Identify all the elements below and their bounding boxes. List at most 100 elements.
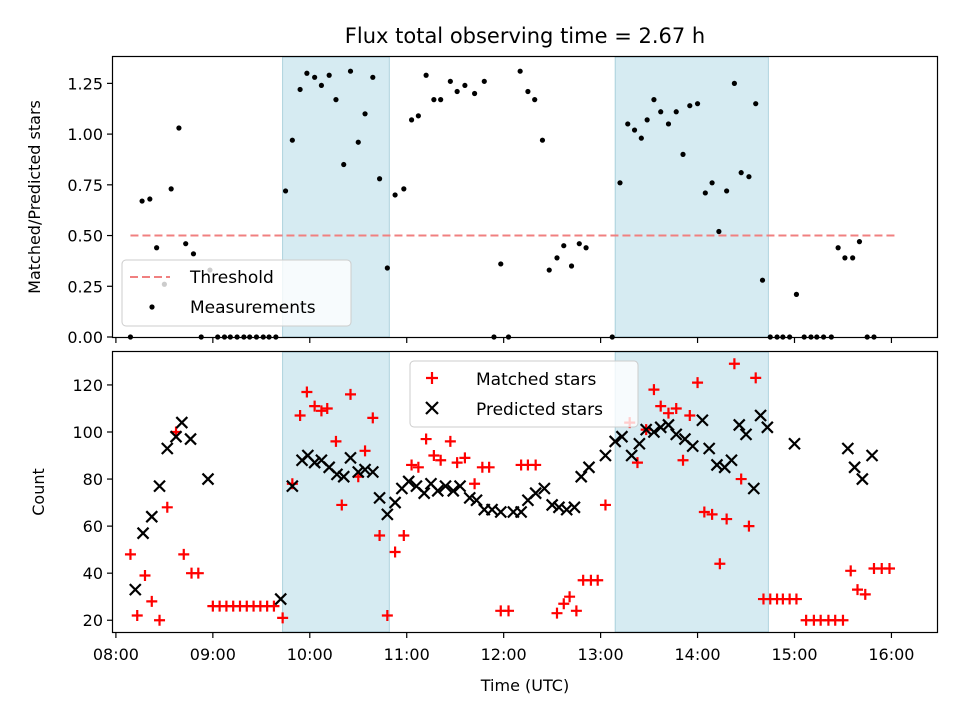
measurement-point	[539, 137, 546, 143]
measurement-point	[753, 101, 759, 107]
measurement-point	[415, 113, 421, 119]
measurement-point	[673, 109, 679, 115]
measurement-point	[139, 198, 145, 204]
legend-matched-label: Matched stars	[476, 370, 596, 390]
measurement-point	[154, 245, 160, 251]
matched-star-point	[706, 508, 718, 520]
measurement-point	[304, 70, 310, 76]
bottom-observing-windows	[282, 351, 769, 633]
predicted-star-point	[453, 479, 467, 493]
x-tick-label: 15:00	[771, 645, 817, 664]
matched-star-point	[428, 450, 440, 462]
measurement-point	[333, 97, 339, 103]
matched-star-point	[336, 499, 348, 511]
predicted-star-point	[754, 409, 767, 422]
measurement-point	[147, 196, 153, 202]
legend-predicted-swatch	[425, 401, 439, 415]
legend-matched-swatch	[426, 372, 438, 384]
predicted-star-point	[145, 510, 159, 523]
matched-star-point	[837, 614, 849, 626]
predicted-star-point	[552, 501, 566, 514]
predicted-star-point	[647, 425, 661, 439]
observing-window-2	[614, 56, 769, 338]
measurement-point	[687, 103, 693, 109]
predicted-star-points	[129, 409, 879, 606]
matched-star-point	[406, 459, 418, 471]
matched-star-point	[714, 558, 726, 570]
matched-star-point	[154, 614, 166, 626]
x-tick-label: 13:00	[578, 645, 624, 664]
ratio-panel: Flux total observing time = 2.67 h 0.000…	[25, 24, 939, 347]
matched-star-point	[268, 600, 280, 612]
measurement-point	[471, 90, 478, 97]
y-tick-label: 60	[83, 517, 103, 536]
matched-star-point	[570, 605, 582, 617]
x-axis-label: Time (UTC)	[480, 676, 569, 695]
measurement-point	[842, 255, 848, 261]
measurement-point	[297, 86, 303, 93]
predicted-star-point	[129, 583, 142, 596]
measurement-point	[568, 263, 575, 269]
matched-star-point	[883, 562, 895, 574]
bottom-x-axis-ticks: 08:00 09:00 10:00 11:00 12:00 13:00 14:00 15:00…	[93, 632, 914, 664]
predicted-star-point	[865, 449, 879, 462]
predicted-star-point	[747, 482, 761, 495]
predicted-star-point	[402, 475, 415, 488]
legend-measurements-label: Measurements	[190, 298, 316, 318]
matched-star-point	[178, 548, 190, 560]
matched-star-point	[301, 386, 313, 398]
predicted-star-point	[625, 449, 638, 462]
measurement-point	[462, 82, 468, 89]
matched-star-point	[309, 400, 321, 412]
matched-star-points	[124, 358, 895, 626]
matched-star-point	[592, 574, 604, 586]
predicted-star-point	[633, 437, 646, 451]
predicted-star-point	[274, 592, 287, 606]
matched-star-point	[374, 530, 386, 542]
matched-star-point	[294, 410, 306, 422]
measurement-point	[355, 139, 361, 145]
predicted-star-point	[662, 418, 675, 432]
measurement-point	[651, 97, 657, 103]
measurement-point	[617, 180, 623, 186]
predicted-star-point	[841, 442, 855, 455]
measurement-point	[454, 88, 460, 95]
matched-star-point	[735, 473, 747, 485]
predicted-star-point	[639, 423, 653, 436]
legend-measurements-swatch	[149, 304, 155, 310]
matched-star-point	[684, 410, 696, 422]
matched-star-point	[444, 435, 456, 447]
measurement-point	[183, 241, 189, 247]
predicted-star-point	[136, 526, 150, 540]
bottom-y-axis-label: Count	[29, 468, 48, 516]
measurement-point	[517, 68, 523, 74]
measurement-point	[392, 192, 398, 198]
measurement-point	[347, 68, 354, 74]
measurement-point	[759, 277, 766, 283]
measurement-point	[438, 97, 444, 103]
predicted-star-point	[184, 432, 197, 446]
predicted-star-point	[175, 416, 189, 429]
matched-star-point	[564, 591, 576, 603]
predicted-star-point	[702, 442, 716, 455]
measurement-point	[318, 82, 325, 89]
predicted-star-point	[761, 421, 774, 434]
measurement-point	[525, 88, 531, 95]
matched-star-point	[743, 520, 755, 532]
matched-star-point	[859, 588, 871, 600]
measurement-point	[738, 170, 744, 176]
predicted-star-point	[654, 421, 667, 434]
predicted-star-point	[856, 472, 869, 486]
predicted-star-point	[608, 435, 622, 448]
matched-star-point	[670, 402, 682, 414]
matched-star-point	[277, 612, 289, 624]
measurement-point	[408, 117, 415, 123]
x-tick-label: 14:00	[675, 645, 721, 664]
matched-star-point	[852, 584, 864, 596]
y-tick-label: 0.50	[67, 227, 103, 246]
x-tick-label: 08:00	[93, 645, 139, 664]
measurement-point	[835, 245, 841, 251]
measurement-point	[282, 188, 289, 194]
predicted-star-point	[710, 458, 724, 472]
